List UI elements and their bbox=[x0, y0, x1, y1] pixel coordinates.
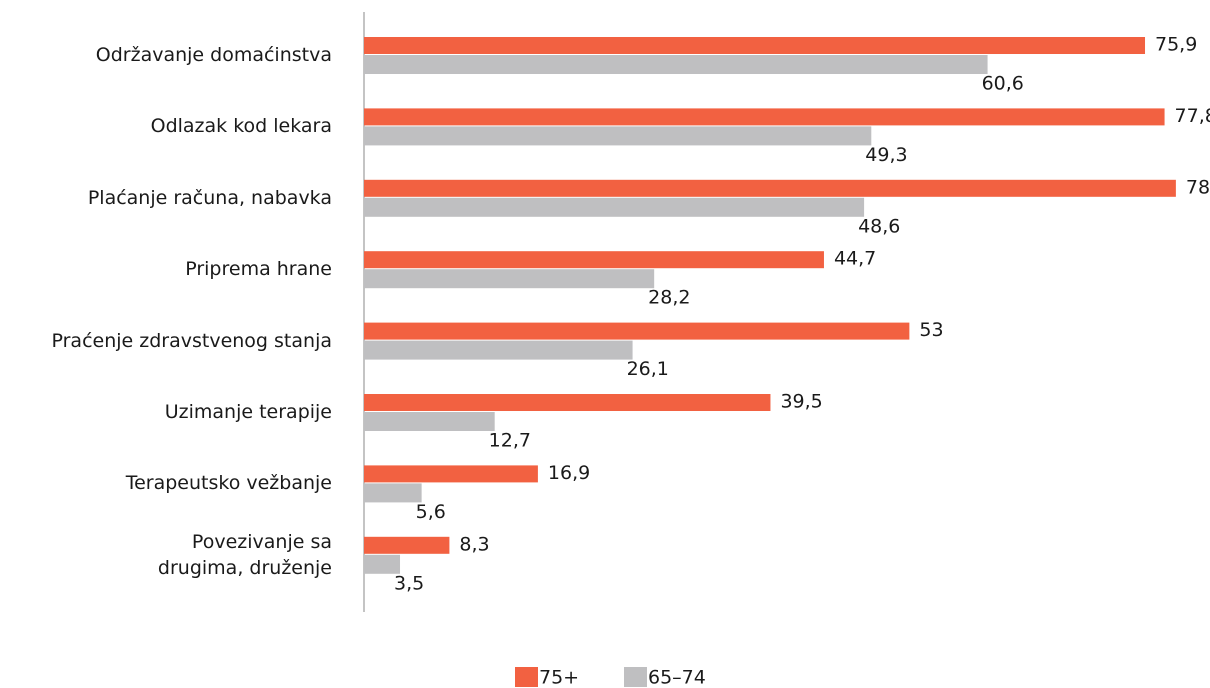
bar bbox=[364, 465, 538, 483]
bar bbox=[364, 108, 1165, 126]
category-label: Uzimanje terapije bbox=[164, 401, 332, 423]
legend-swatch bbox=[515, 667, 538, 687]
value-label: 39,5 bbox=[780, 391, 822, 413]
bar bbox=[364, 269, 655, 289]
bar bbox=[364, 179, 1176, 197]
bar bbox=[364, 37, 1146, 54]
category-label: Odlazak kod lekara bbox=[150, 115, 332, 138]
category-label: Praćenje zdravstvenog stanja bbox=[51, 329, 332, 352]
value-label: 26,1 bbox=[627, 358, 669, 380]
value-label: 49,3 bbox=[865, 144, 907, 166]
value-label: 60,6 bbox=[982, 73, 1024, 95]
value-label: 5,6 bbox=[416, 501, 446, 523]
value-label: 53 bbox=[919, 319, 943, 341]
value-label: 16,9 bbox=[548, 462, 590, 484]
bar bbox=[364, 197, 865, 217]
legend-label: 75+ bbox=[539, 667, 579, 688]
bar bbox=[364, 340, 633, 360]
value-label: 44,7 bbox=[834, 248, 876, 270]
category-label: Povezivanje sa drugima, druženje bbox=[157, 530, 332, 579]
bar bbox=[364, 412, 495, 431]
value-label: 12,7 bbox=[489, 430, 531, 452]
bar bbox=[364, 322, 910, 340]
bar bbox=[364, 55, 988, 74]
legend-swatch bbox=[624, 667, 647, 687]
value-label: 78,9 bbox=[1186, 176, 1210, 198]
bar bbox=[364, 251, 824, 269]
bar bbox=[364, 483, 422, 503]
value-label: 75,9 bbox=[1155, 34, 1197, 56]
category-label: Održavanje domaćinstva bbox=[95, 44, 332, 66]
value-label: 48,6 bbox=[858, 215, 900, 237]
category-label: Terapeutsko vežbanje bbox=[125, 472, 332, 495]
bar bbox=[364, 554, 401, 574]
value-label: 8,3 bbox=[459, 533, 489, 555]
category-label: Plaćanje računa, nabavka bbox=[87, 186, 332, 209]
category-label: Priprema hrane bbox=[185, 258, 332, 281]
value-label: 77,8 bbox=[1175, 105, 1210, 127]
value-label: 28,2 bbox=[648, 287, 690, 309]
bar bbox=[364, 126, 872, 146]
bar bbox=[364, 536, 450, 554]
legend-label: 65–74 bbox=[648, 667, 706, 688]
value-label: 3,5 bbox=[394, 572, 424, 594]
bar bbox=[364, 394, 771, 411]
